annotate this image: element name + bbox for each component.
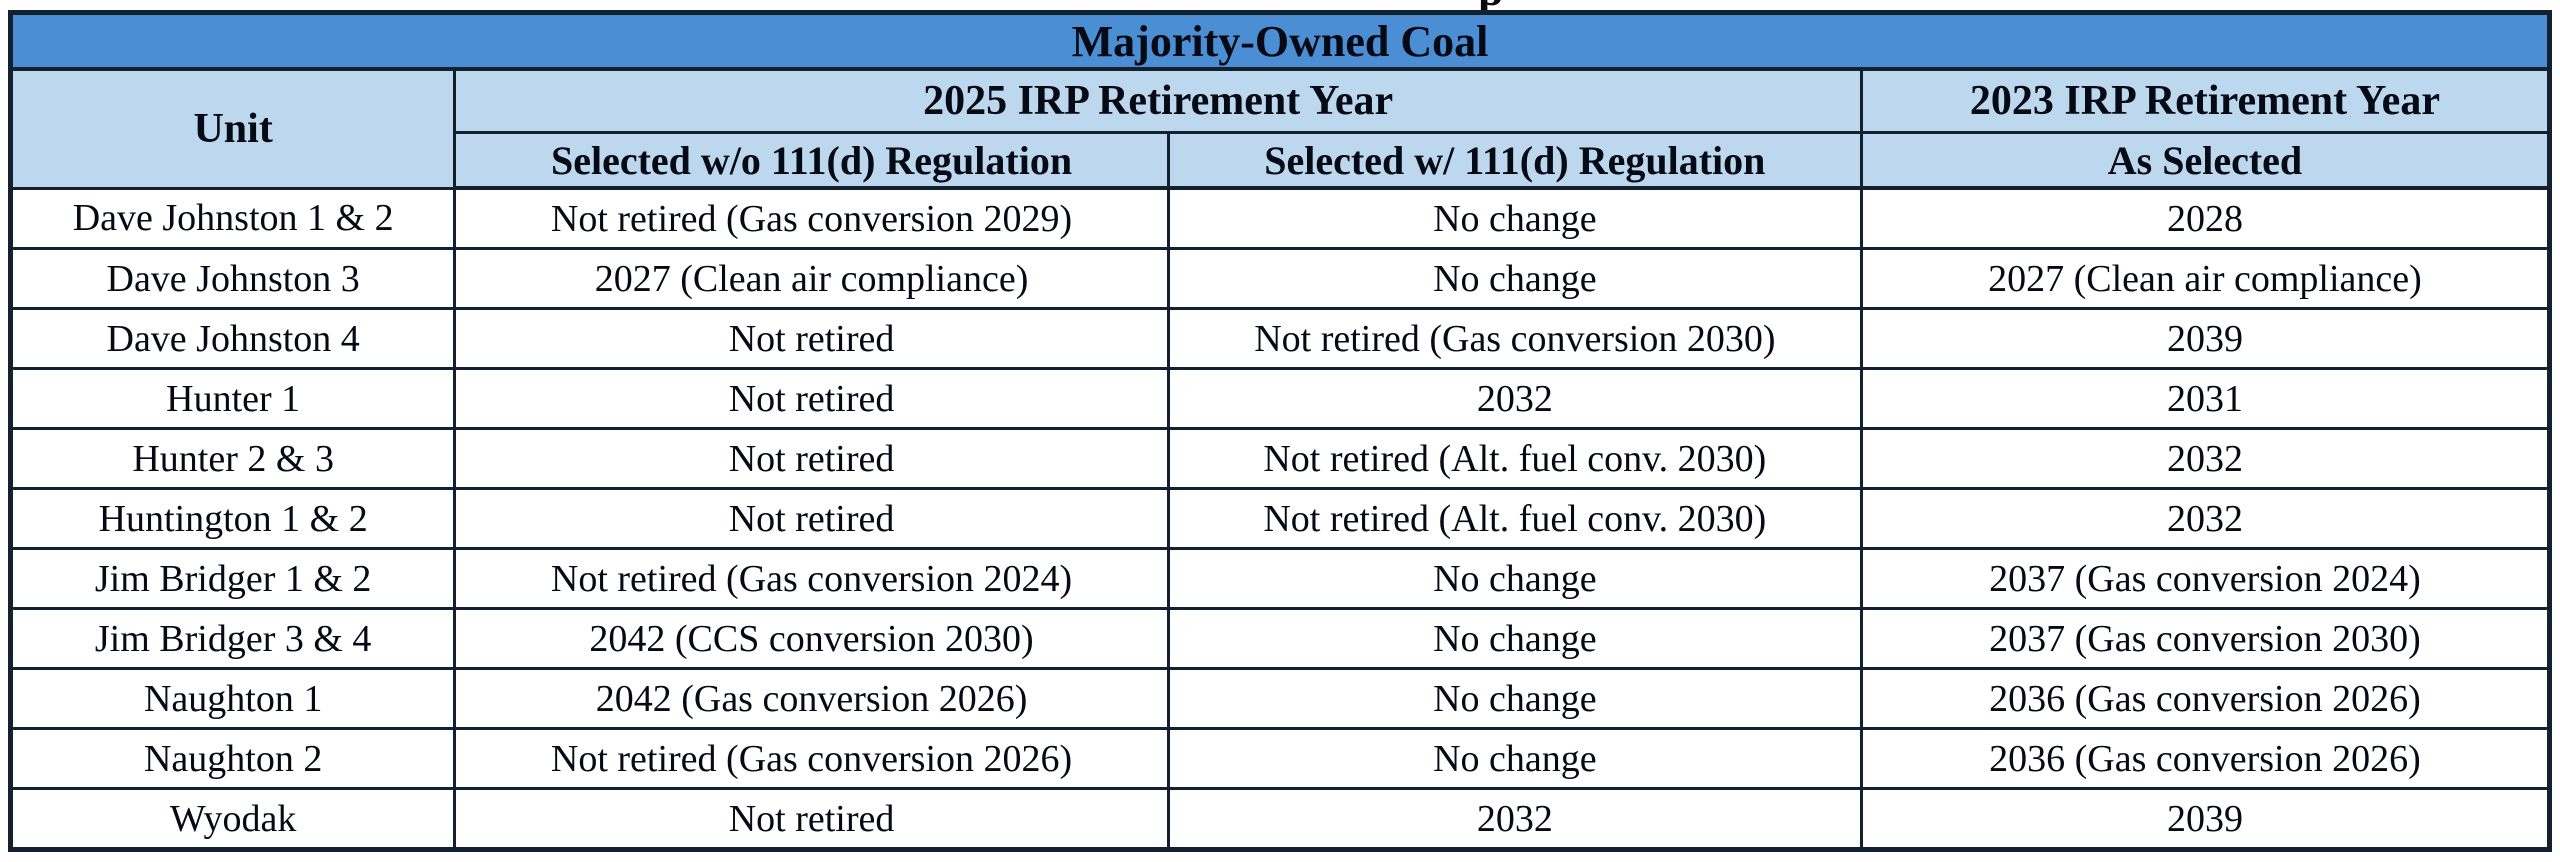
selected-w-111d-cell: No change [1166,186,1863,250]
table-row: Wyodak Not retired 2032 2039 [8,787,2552,851]
table-sub-header-row: Selected w/o 111(d) Regulation Selected … [11,131,2552,190]
irp2023-as-selected-cell: 2031 [1859,367,2552,430]
table-row: Hunter 1 Not retired 2032 2031 [8,367,2552,430]
selected-w-111d-cell: No change [1166,607,1863,670]
irp2023-as-selected-cell: 2027 (Clean air compliance) [1859,247,2552,310]
column-header-unit: Unit [8,67,457,190]
selected-wo-111d-cell: Not retired [453,427,1170,490]
table-row: Huntington 1 & 2 Not retired Not retired (… [8,487,2552,550]
table-row: Dave Johnston 3 2027 (Clean air complianc… [8,247,2552,310]
irp2023-as-selected-cell: 2037 (Gas conversion 2024) [1859,547,2552,610]
selected-wo-111d-cell: Not retired (Gas conversion 2029) [453,186,1170,250]
irp2023-as-selected-cell: 2028 [1859,186,2552,250]
unit-cell: Huntington 1 & 2 [8,487,457,550]
coal-retirement-table: Majority-Owned Coal Unit 2025 IRP Retire… [8,10,2552,852]
column-group-2025-irp: 2025 IRP Retirement Year [453,67,1863,134]
selected-wo-111d-cell: Not retired [453,367,1170,430]
table-row: Hunter 2 & 3 Not retired Not retired (Alt.… [8,427,2552,490]
unit-cell: Hunter 2 & 3 [8,427,457,490]
selected-wo-111d-cell: 2027 (Clean air compliance) [453,247,1170,310]
selected-wo-111d-cell: Not retired (Gas conversion 2026) [453,727,1170,790]
selected-wo-111d-cell: Not retired [453,307,1170,370]
table-row: Dave Johnston 4 Not retired Not retired (G… [8,307,2552,370]
unit-cell: Jim Bridger 1 & 2 [8,547,457,610]
unit-cell: Dave Johnston 4 [8,307,457,370]
selected-w-111d-cell: 2032 [1166,787,1863,851]
table-row: Naughton 2 Not retired (Gas conversion 20… [8,727,2552,790]
table-title: Majority-Owned Coal [9,11,2551,71]
table-row: Jim Bridger 1 & 2 Not retired (Gas conver… [8,547,2552,610]
cropped-text-artifact: p [1478,0,1504,10]
selected-w-111d-cell: Not retired (Gas conversion 2030) [1166,307,1863,370]
unit-cell: Naughton 2 [8,727,457,790]
table-row: Naughton 1 2042 (Gas conversion 2026) No c… [8,667,2552,730]
column-header-selected-w-111d: Selected w/ 111(d) Regulation [1166,131,1863,190]
selected-wo-111d-cell: Not retired [453,787,1170,851]
irp2023-as-selected-cell: 2039 [1859,787,2552,851]
table-row: Dave Johnston 1 & 2 Not retired (Gas conv… [8,186,2552,250]
selected-wo-111d-cell: 2042 (Gas conversion 2026) [453,667,1170,730]
irp2023-as-selected-cell: 2032 [1859,427,2552,490]
selected-wo-111d-cell: Not retired (Gas conversion 2024) [453,547,1170,610]
selected-w-111d-cell: No change [1166,667,1863,730]
selected-w-111d-cell: 2032 [1166,367,1863,430]
column-header-as-selected: As Selected [1859,131,2552,190]
selected-w-111d-cell: No change [1166,247,1863,310]
irp2023-as-selected-cell: 2039 [1859,307,2552,370]
selected-wo-111d-cell: 2042 (CCS conversion 2030) [453,607,1170,670]
unit-cell: Dave Johnston 3 [8,247,457,310]
selected-w-111d-cell: No change [1166,547,1863,610]
unit-cell: Dave Johnston 1 & 2 [8,186,457,250]
unit-cell: Hunter 1 [8,367,457,430]
selected-w-111d-cell: Not retired (Alt. fuel conv. 2030) [1166,487,1863,550]
table-group-header-row: Unit 2025 IRP Retirement Year 2023 IRP R… [8,67,2552,190]
irp2023-as-selected-cell: 2036 (Gas conversion 2026) [1859,667,2552,730]
irp2023-as-selected-cell: 2037 (Gas conversion 2030) [1859,607,2552,670]
unit-cell: Jim Bridger 3 & 4 [8,607,457,670]
selected-w-111d-cell: No change [1166,727,1863,790]
column-group-2023-irp: 2023 IRP Retirement Year [1859,67,2552,134]
column-header-selected-wo-111d: Selected w/o 111(d) Regulation [453,131,1170,190]
unit-cell: Wyodak [8,787,457,851]
table-body: Dave Johnston 1 & 2 Not retired (Gas conv… [8,186,2552,851]
selected-w-111d-cell: Not retired (Alt. fuel conv. 2030) [1166,427,1863,490]
page-top-margin: p [0,0,2560,10]
table-title-row: Majority-Owned Coal [9,11,2551,71]
irp2023-as-selected-cell: 2032 [1859,487,2552,550]
irp2023-as-selected-cell: 2036 (Gas conversion 2026) [1859,727,2552,790]
unit-cell: Naughton 1 [8,667,457,730]
table-row: Jim Bridger 3 & 4 2042 (CCS conversion 20… [8,607,2552,670]
selected-wo-111d-cell: Not retired [453,487,1170,550]
